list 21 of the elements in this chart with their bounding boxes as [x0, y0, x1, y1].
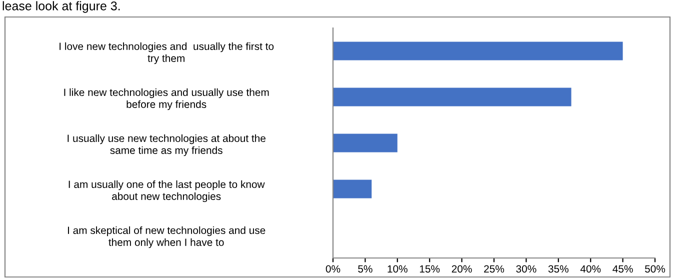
bar	[333, 88, 572, 106]
y-tick-label: I usually use new technologies at about the same time as my friends	[68, 134, 266, 156]
bar	[333, 134, 398, 152]
y-tick-label: I am usually one of the last people to know about new technologies	[68, 180, 265, 202]
text: lease look at figure 3.	[2, 1, 120, 13]
x-tick-label: 10%	[388, 265, 408, 273]
y-tick-label: I am skeptical of new technologies and use them only when I have to	[68, 226, 266, 248]
x-tick-label: 0%	[326, 265, 340, 273]
x-tick-label: 15%	[420, 265, 440, 273]
x-tick-label: 50%	[644, 265, 666, 273]
x-tick-label: 5%	[358, 265, 372, 273]
x-tick-label: 35%	[548, 265, 568, 273]
y-tick-label: I like new technologies and usually use them before my friends	[64, 88, 269, 110]
x-tick-label: 30%	[516, 265, 536, 273]
x-tick-label: 45%	[612, 265, 633, 273]
x-tick-label: 25%	[484, 265, 504, 273]
y-tick-label: I love new technologies and usually the first to try them	[60, 42, 274, 64]
x-tick-label: 20%	[452, 265, 472, 273]
bar	[333, 42, 623, 60]
x-tick-label: 40%	[580, 265, 601, 273]
bar	[333, 180, 372, 198]
